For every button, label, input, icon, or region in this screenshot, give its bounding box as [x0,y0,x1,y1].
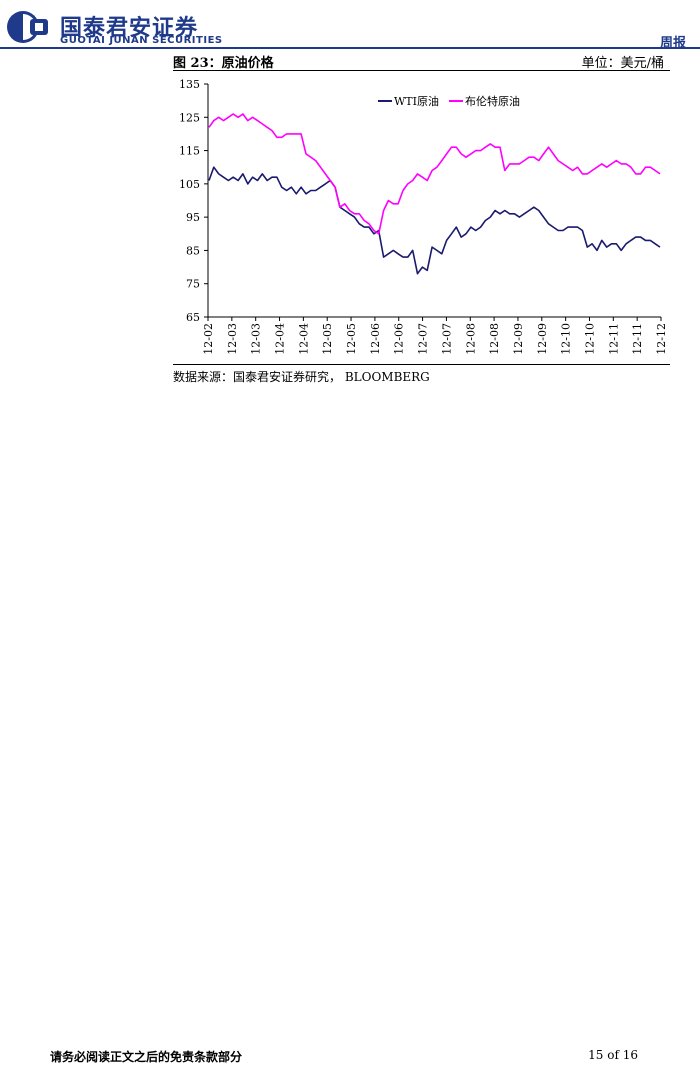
x-tick-label: 12-03 [226,323,239,355]
series-line-0 [208,166,661,275]
company-name-en: GUOTAI JUNAN SECURITIES [60,35,223,46]
legend-label-0: WTI原油 [394,94,439,108]
legend-label-1: 布伦特原油 [465,94,520,108]
x-tick-label: 12-06 [393,323,406,355]
figure-title: 图 23：原油价格 [173,56,274,71]
page-number: 15 of 16 [588,1048,638,1062]
figure-source: 数据来源：国泰君安证券研究， BLOOMBERG [173,370,430,384]
x-tick-label: 12-04 [297,323,310,355]
figure-top-rule [173,70,670,71]
x-tick-label: 12-05 [321,323,334,355]
figure-caption-row: 图 23：原油价格 单位：美元/桶 [173,51,670,71]
x-tick-label: 12-07 [440,323,453,355]
y-tick-label: 85 [186,244,200,257]
x-tick-label: 12-09 [512,323,525,355]
x-tick-label: 12-11 [607,323,620,355]
company-logo-icon [7,11,48,43]
series-line-1 [208,113,661,235]
y-tick-label: 95 [186,211,200,224]
x-tick-label: 12-07 [417,323,430,355]
header-divider [0,47,700,49]
x-tick-label: 12-08 [488,323,501,355]
figure-bottom-rule [173,364,670,365]
figure-unit: 单位：美元/桶 [581,56,664,71]
x-tick-label: 12-08 [464,323,477,355]
x-tick-label: 12-12 [655,323,668,355]
y-tick-label: 65 [186,311,200,324]
footer-disclaimer: 请务必阅读正文之后的免责条款部分 [50,1050,243,1064]
y-tick-label: 105 [179,178,200,191]
crude-oil-price-chart: 65 75 85 95 105 115 125 135 12-02 12-03 12-03 12-04… [179,78,668,355]
x-tick-label: 12-11 [631,323,644,355]
x-tick-label: 12-05 [345,323,358,355]
company-name-cn: 国泰君安证券 [60,16,199,41]
x-tick-label: 12-04 [274,323,287,355]
y-tick-label: 115 [179,145,200,158]
x-tick-label: 12-10 [560,323,573,355]
x-tick-label: 12-06 [369,323,382,355]
x-tick-label: 12-03 [250,323,263,355]
y-tick-label: 75 [186,278,200,291]
x-tick-label: 12-10 [583,323,596,355]
y-tick-label: 125 [179,111,200,124]
x-tick-label: 12-09 [536,323,549,355]
page-header: 国泰君安证券 GUOTAI JUNAN SECURITIES 周报 [0,0,700,51]
x-tick-label: 12-02 [202,323,215,355]
y-tick-label: 135 [179,78,200,91]
